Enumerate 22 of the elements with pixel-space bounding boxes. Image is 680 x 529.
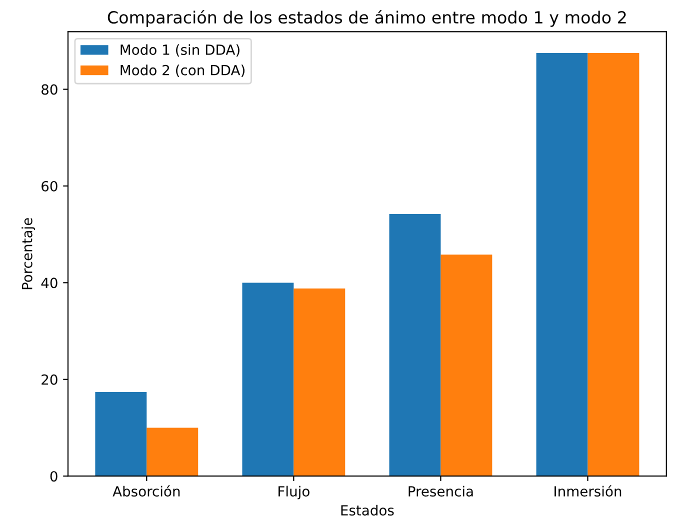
y-tick-label: 40: [41, 278, 58, 288]
y-tick-label: 20: [42, 374, 58, 385]
bar: [389, 214, 441, 476]
y-tick-label: 60: [42, 180, 58, 192]
bar: [95, 392, 147, 476]
bar: [242, 282, 294, 476]
x-axis-title: Estados: [341, 504, 394, 516]
y-tick-label: 80: [42, 84, 58, 95]
y-tick-label: 0: [50, 471, 58, 482]
legend-label: Modo 2 (con DDA): [120, 64, 244, 78]
y-axis-title: Porcentaje: [22, 218, 36, 290]
x-tick-label: Absorción: [112, 485, 180, 497]
bar: [440, 254, 492, 476]
bar: [536, 53, 588, 476]
x-tick-label: Inmersión: [554, 485, 622, 497]
bar: [294, 288, 346, 476]
legend-label: Modo 1 (sin DDA): [120, 44, 240, 57]
bar: [588, 53, 640, 476]
bar: [146, 428, 198, 476]
x-tick-label: Flujo: [278, 486, 310, 500]
chart-title: Comparación de los estados de ánimo entre modo 1 y modo 2: [108, 10, 626, 27]
x-tick-label: Presencia: [408, 486, 473, 497]
